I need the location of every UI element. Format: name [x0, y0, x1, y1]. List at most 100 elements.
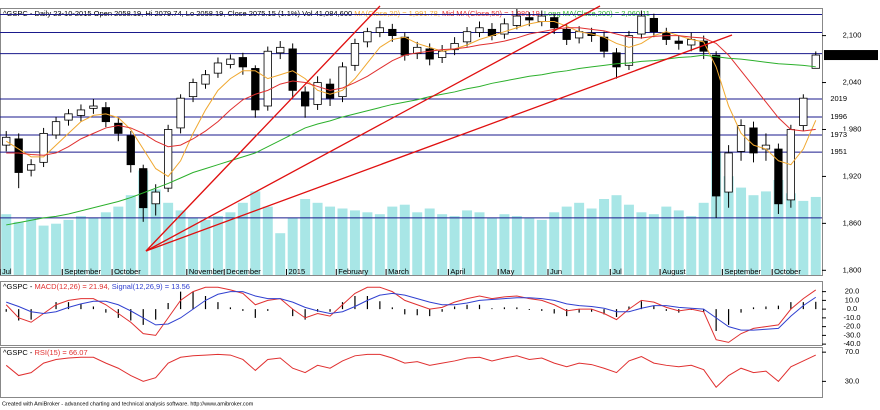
candle-body — [300, 91, 310, 107]
legend-entry: Mid MA(Close,50) = 1,980.19, — [442, 9, 542, 18]
volume-bar — [88, 218, 99, 275]
ma-line — [6, 27, 816, 156]
histogram-bar — [105, 309, 107, 313]
histogram-bar — [765, 306, 767, 310]
histogram-bar — [416, 309, 418, 316]
histogram-bar — [329, 309, 331, 312]
volume-bar — [150, 189, 161, 275]
histogram-bar — [30, 309, 32, 320]
x-tick-label: February — [338, 267, 368, 276]
volume-bar — [399, 204, 410, 275]
candle-body — [64, 113, 73, 121]
x-tick-label: Jul — [2, 267, 12, 276]
histogram-bar — [217, 302, 219, 310]
volume-bar — [1, 214, 12, 275]
candle-body — [350, 43, 360, 66]
volume-bar — [113, 206, 124, 275]
volume-bar — [200, 219, 211, 275]
candle-body — [799, 97, 808, 126]
rsi-panel — [0, 347, 823, 398]
histogram-bar — [541, 309, 543, 311]
volume-bar — [300, 199, 311, 275]
x-tick-label: May — [500, 267, 514, 276]
candle-body — [475, 27, 484, 33]
legend-entry: MACD(12,26) = 21.94, — [34, 282, 109, 291]
volume-bar — [810, 196, 821, 275]
volume-bar — [75, 216, 86, 275]
candle-body — [624, 35, 634, 66]
volume-bar — [798, 200, 809, 275]
volume-bar — [773, 180, 784, 275]
histogram-bar — [665, 309, 667, 311]
volume-bar — [449, 216, 460, 275]
volume-bar — [225, 212, 236, 275]
volume-bar — [212, 216, 223, 275]
trend-lines — [145, 5, 733, 252]
histogram-bar — [292, 309, 294, 317]
indicator-line — [6, 291, 817, 331]
level-label: 1996 — [830, 112, 847, 121]
histogram-bar — [267, 309, 269, 311]
candle-body — [114, 122, 123, 134]
trend-line — [145, 5, 381, 252]
x-tick-label: October — [774, 267, 801, 276]
histogram-bar — [566, 309, 568, 317]
volume-bar — [648, 214, 659, 275]
histogram-bar — [528, 309, 530, 310]
footer: Created with AmiBroker - advanced charti… — [2, 401, 254, 407]
histogram-bar — [653, 305, 655, 310]
x-tick-label: September — [724, 267, 761, 276]
y-tick-label: 1,980 — [843, 124, 862, 133]
trend-line — [145, 5, 601, 252]
histogram-bar — [429, 309, 431, 317]
histogram-bar — [204, 296, 207, 310]
volume-bar — [51, 223, 62, 275]
y-tick-label: 70.0 — [845, 347, 860, 356]
volume-bar — [387, 206, 398, 275]
volume-bar — [138, 170, 149, 275]
y-tick-label: -30.0 — [843, 330, 860, 339]
trend-line — [145, 34, 733, 252]
histogram-bar — [155, 309, 157, 320]
volume-bar — [250, 191, 261, 275]
y-tick-label: 30.0 — [845, 376, 860, 385]
last-price-tag — [824, 50, 878, 61]
title: ^GSPC - Daily 23-10-2015 Open 2058.19, H… — [3, 9, 352, 18]
y-tick-label: 10.0 — [845, 295, 860, 304]
candle-body — [736, 125, 746, 152]
histogram-bar — [777, 305, 780, 310]
candle-body — [749, 127, 758, 154]
volume-bar — [474, 212, 485, 275]
histogram-bar — [578, 309, 580, 313]
volume-bar — [549, 212, 560, 275]
x-tick-label: December — [226, 267, 261, 276]
candle-body — [51, 121, 61, 136]
histogram-bar — [615, 309, 618, 317]
candle-body — [413, 46, 422, 54]
level-label: 2019 — [830, 94, 847, 103]
candle-body — [712, 54, 721, 197]
candle-body — [276, 46, 285, 54]
volume-bar — [599, 199, 610, 275]
histogram-bar — [404, 309, 406, 315]
volume-bar — [262, 206, 273, 275]
candle-body — [375, 27, 384, 33]
x-tick-label: Jul — [612, 267, 622, 276]
candle-body — [89, 105, 98, 109]
histogram-bar — [192, 291, 194, 310]
candle-body — [400, 36, 409, 56]
histogram-bar — [553, 309, 555, 314]
candle-body — [637, 15, 646, 35]
volume-bar — [125, 195, 136, 275]
histogram-bar — [752, 307, 755, 310]
y-tick-label: 0.0 — [847, 304, 857, 313]
x-tick-label: March — [388, 267, 409, 276]
volume-bar — [337, 208, 348, 275]
level-label: 1973 — [830, 130, 847, 139]
candle-body — [163, 129, 173, 189]
candle-body — [562, 28, 571, 40]
volume-bar — [536, 219, 547, 275]
candle-body — [450, 43, 459, 51]
volume-bar — [374, 214, 385, 275]
